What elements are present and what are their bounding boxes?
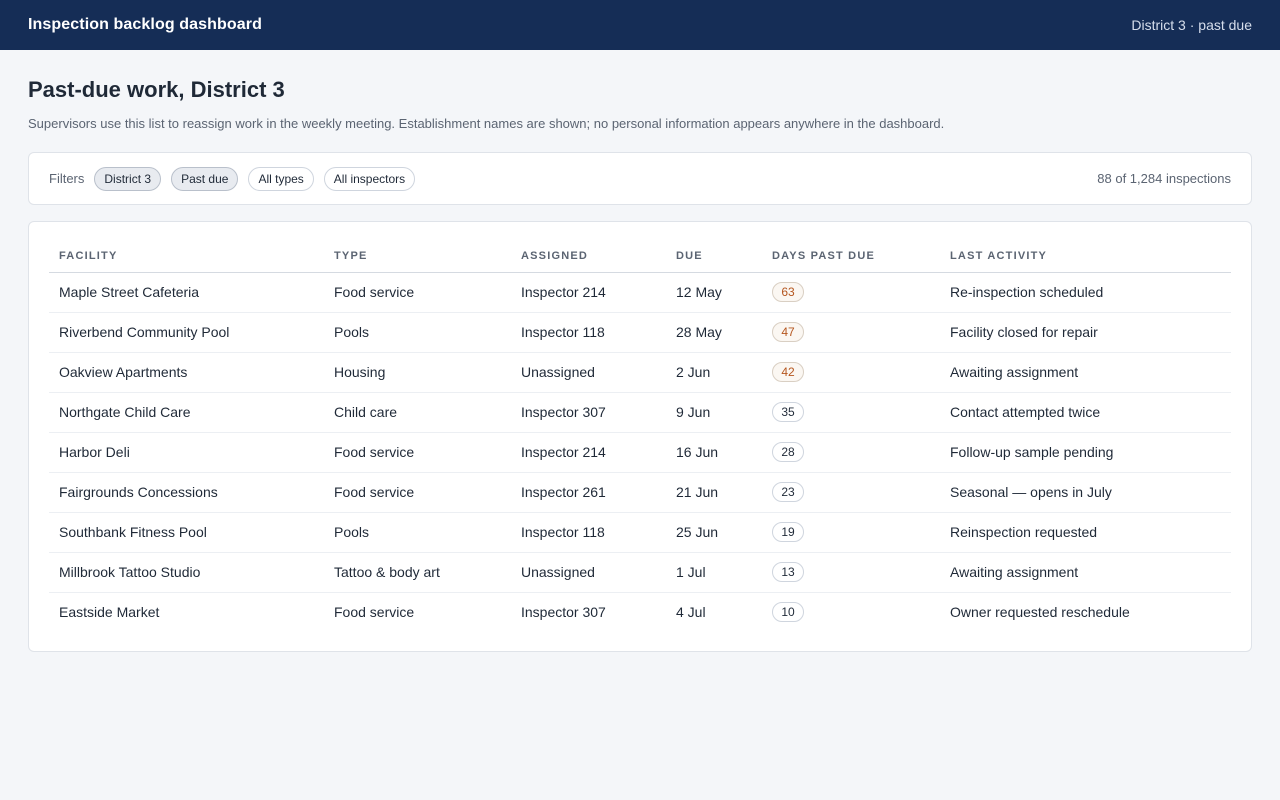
days-past-due-cell: 47: [762, 312, 940, 353]
facility-cell: Southbank Fitness Pool: [49, 512, 324, 553]
type-cell: Food service: [334, 604, 415, 621]
filter-chip-past-due[interactable]: Past due: [171, 166, 239, 191]
days-past-due-badge: 10: [772, 602, 804, 623]
type-cell: Tattoo & body art: [324, 552, 511, 593]
facility-cell: Maple Street Cafeteria: [49, 272, 324, 313]
backlog-table-card: FACILITY TYPE ASSIGNED DUE DAYS PAST DUE…: [28, 221, 1252, 652]
column-header-assigned[interactable]: ASSIGNED: [511, 248, 666, 273]
backlog-table: FACILITY TYPE ASSIGNED DUE DAYS PAST DUE…: [49, 248, 1231, 632]
due-cell: 28 May: [666, 312, 762, 353]
page-title: Past-due work, District 3: [28, 77, 285, 102]
last-activity-cell: Owner requested reschedule: [950, 604, 1130, 621]
last-activity-cell: Reinspection requested: [940, 512, 1231, 553]
assigned-cell: Inspector 214: [511, 272, 666, 313]
table-body: Maple Street Cafeteria Food service Inspec…: [49, 272, 1231, 632]
column-header-facility[interactable]: FACILITY: [49, 248, 324, 273]
column-header-last-activity[interactable]: LAST ACTIVITY: [940, 248, 1231, 273]
filter-chip-inspector[interactable]: All inspectors: [323, 166, 416, 191]
assigned-cell: Inspector 118: [511, 512, 666, 553]
due-cell: 16 Jun: [666, 432, 762, 473]
assigned-cell: Inspector 214: [511, 432, 666, 473]
days-past-due-badge: 28: [772, 442, 804, 462]
assigned-cell: Inspector 307: [511, 392, 666, 433]
table-row[interactable]: Northgate Child Care Child care Inspector …: [49, 392, 1231, 433]
facility-cell: Oakview Apartments: [49, 352, 324, 393]
filter-chip-district[interactable]: District 3: [94, 166, 162, 191]
table-row[interactable]: Oakview Apartments Housing Unassigned 2 Jun…: [49, 352, 1231, 393]
facility-cell: Harbor Deli: [49, 432, 324, 473]
due-cell: 4 Jul: [676, 604, 706, 621]
filter-chip-type[interactable]: All types: [248, 166, 314, 191]
main-content: Past-due work, District 3 Supervisors us…: [0, 77, 1280, 652]
last-activity-cell: Seasonal — opens in July: [940, 472, 1231, 513]
top-bar: Inspection backlog dashboard District 3 …: [0, 0, 1280, 50]
header-context: District 3 · past due: [1131, 17, 1252, 33]
due-cell: 12 May: [666, 272, 762, 313]
due-cell: 21 Jun: [666, 472, 762, 513]
due-cell: 2 Jun: [666, 352, 762, 393]
days-past-due-badge: 47: [772, 322, 804, 342]
facility-cell: Eastside Market: [59, 604, 160, 621]
page-subtitle: Supervisors use this list to reassign wo…: [28, 116, 945, 131]
facility-cell: Northgate Child Care: [49, 392, 324, 433]
assigned-cell: Unassigned: [511, 552, 666, 593]
assigned-cell: Inspector 118: [511, 312, 666, 353]
table-row[interactable]: Eastside Market Food service Inspector 307…: [49, 592, 1231, 632]
assigned-cell: Unassigned: [511, 352, 666, 393]
table-row[interactable]: Southbank Fitness Pool Pools Inspector 118…: [49, 512, 1231, 553]
days-past-due-cell: 19: [762, 512, 940, 553]
column-header-due[interactable]: DUE: [666, 248, 762, 273]
days-past-due-badge: 63: [772, 282, 804, 302]
days-past-due-badge: 19: [772, 522, 804, 542]
table-row[interactable]: Harbor Deli Food service Inspector 214 16 J…: [49, 432, 1231, 473]
last-activity-cell: Facility closed for repair: [940, 312, 1231, 353]
type-cell: Food service: [324, 472, 511, 513]
days-past-due-badge: 42: [772, 362, 804, 382]
app-title: Inspection backlog dashboard: [28, 16, 262, 33]
due-cell: 9 Jun: [666, 392, 762, 433]
days-past-due-cell: 35: [762, 392, 940, 433]
type-cell: Housing: [324, 352, 511, 393]
assigned-cell: Inspector 307: [521, 604, 606, 621]
filter-bar: Filters District 3 Past due All types Al…: [28, 152, 1252, 205]
last-activity-cell: Awaiting assignment: [940, 552, 1231, 593]
last-activity-cell: Contact attempted twice: [940, 392, 1231, 433]
type-cell: Pools: [324, 512, 511, 553]
days-past-due-badge: 13: [772, 562, 804, 582]
type-cell: Food service: [324, 432, 511, 473]
facility-cell: Millbrook Tattoo Studio: [49, 552, 324, 593]
last-activity-cell: Awaiting assignment: [940, 352, 1231, 393]
days-past-due-badge: 23: [772, 482, 804, 502]
table-row[interactable]: Fairgrounds Concessions Food service Inspe…: [49, 472, 1231, 513]
type-cell: Pools: [324, 312, 511, 353]
days-past-due-badge: 35: [772, 402, 804, 422]
days-past-due-cell: 42: [762, 352, 940, 393]
type-cell: Child care: [324, 392, 511, 433]
due-cell: 25 Jun: [666, 512, 762, 553]
table-row[interactable]: Riverbend Community Pool Pools Inspector 1…: [49, 312, 1231, 353]
last-activity-cell: Re-inspection scheduled: [940, 272, 1231, 313]
table-header: FACILITY TYPE ASSIGNED DUE DAYS PAST DUE…: [49, 248, 1231, 273]
facility-cell: Riverbend Community Pool: [49, 312, 324, 353]
days-past-due-cell: 28: [762, 432, 940, 473]
assigned-cell: Inspector 261: [511, 472, 666, 513]
column-header-type[interactable]: TYPE: [324, 248, 511, 273]
days-past-due-cell: 10: [762, 592, 940, 632]
days-past-due-cell: 23: [762, 472, 940, 513]
result-count: 88 of 1,284 inspections: [1097, 171, 1231, 186]
table-row[interactable]: Maple Street Cafeteria Food service Inspec…: [49, 272, 1231, 313]
facility-cell: Fairgrounds Concessions: [49, 472, 324, 513]
column-header-days-past-due[interactable]: DAYS PAST DUE: [762, 248, 940, 273]
due-cell: 1 Jul: [666, 552, 762, 593]
days-past-due-cell: 63: [762, 272, 940, 313]
days-past-due-cell: 13: [762, 552, 940, 593]
last-activity-cell: Follow-up sample pending: [940, 432, 1231, 473]
filters-label: Filters: [49, 171, 85, 186]
type-cell: Food service: [324, 272, 511, 313]
table-row[interactable]: Millbrook Tattoo Studio Tattoo & body art…: [49, 552, 1231, 593]
